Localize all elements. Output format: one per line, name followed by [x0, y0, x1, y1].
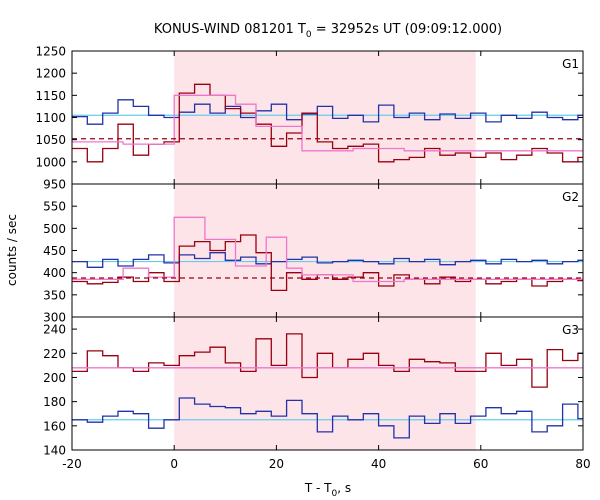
panel-g2: 300 350 400 450 500 550 G2: [43, 183, 584, 325]
x-tick-label: 0: [170, 457, 178, 471]
y-tick-label: 950: [43, 178, 66, 192]
blue-series-line: [72, 252, 583, 268]
y-tick-label: 500: [43, 222, 66, 236]
y-tick-label: 300: [43, 311, 66, 325]
y-tick-label: 1150: [35, 89, 66, 103]
dark-red-series-line: [72, 333, 583, 388]
x-tick-label: -20: [62, 457, 82, 471]
x-tick-label: 80: [575, 457, 590, 471]
x-tick-label: 20: [269, 457, 284, 471]
chart-panels: 950100010501100115012001250G130035040045…: [35, 45, 590, 472]
y-tick-label: 1250: [35, 45, 66, 59]
y-tick-label: 350: [43, 288, 66, 302]
y-tick-label: 220: [43, 347, 66, 361]
dark-red-series-line: [72, 234, 583, 292]
burst-interval-highlight: [174, 317, 476, 450]
x-axis-label: T - T0, s: [304, 481, 351, 499]
blue-series-line: [72, 99, 583, 125]
panel-g3: 140 160 180 200 220 240 G3: [43, 316, 584, 458]
panel-g1: 950 1000 1050 1100 1150 1200 1250 G1: [35, 45, 584, 192]
y-axis-label: counts / sec: [5, 214, 19, 286]
chart-title: KONUS-WIND 081201 T0 = 32952s UT (09:09:…: [154, 22, 502, 40]
panel-label: G1: [562, 57, 579, 71]
pink-series-line: [72, 94, 583, 152]
pink-series-line: [72, 216, 583, 283]
blue-series-line: [72, 397, 583, 439]
panel-label: G3: [562, 323, 579, 337]
y-tick-label: 180: [43, 395, 66, 409]
x-tick-label: 40: [371, 457, 386, 471]
y-tick-label: 450: [43, 244, 66, 258]
y-tick-label: 140: [43, 444, 66, 458]
y-tick-label: 1200: [35, 67, 66, 81]
y-tick-label: 550: [43, 200, 66, 214]
y-tick-label: 1000: [35, 155, 66, 169]
y-tick-label: 240: [43, 323, 66, 337]
y-tick-label: 400: [43, 266, 66, 280]
panel-frame: [71, 316, 584, 451]
y-tick-label: 1100: [35, 111, 66, 125]
y-tick-label: 200: [43, 371, 66, 385]
x-tick-label: 60: [473, 457, 488, 471]
burst-interval-highlight: [174, 51, 476, 184]
y-tick-label: 1050: [35, 133, 66, 147]
y-tick-label: 160: [43, 419, 66, 433]
panel-label: G2: [562, 190, 579, 204]
